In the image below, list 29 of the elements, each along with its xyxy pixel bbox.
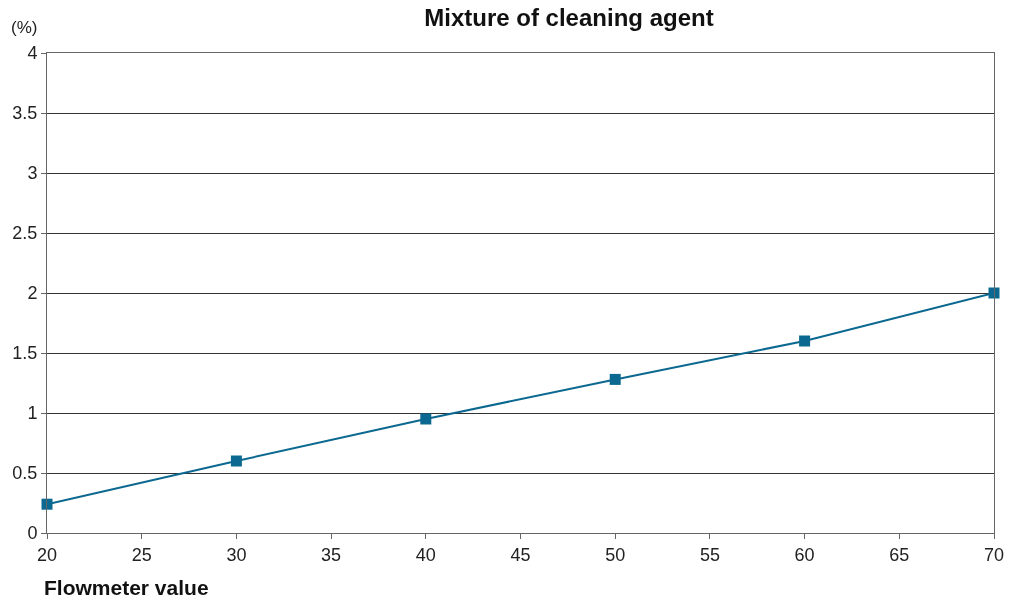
y-tick-label: 4	[27, 43, 38, 64]
chart-title: Mixture of cleaning agent	[424, 3, 714, 31]
y-axis-title: (%)	[11, 18, 38, 37]
point	[609, 373, 621, 385]
x-tick-label: 45	[510, 544, 531, 565]
y-tick-label: 3	[27, 163, 38, 184]
x-tick-label: 60	[794, 544, 815, 565]
y-tick-label: 0	[27, 523, 38, 544]
x-tick-label: 30	[226, 544, 247, 565]
y-tick-label: 0.5	[12, 463, 38, 484]
y-tick-label: 2	[27, 283, 38, 304]
y-tick-label: 1	[27, 403, 38, 424]
x-tick-label: 70	[983, 544, 1005, 565]
x-tick-label: 65	[889, 544, 910, 565]
x-tick-label: 20	[36, 544, 58, 565]
x-tick-label: 35	[321, 544, 342, 565]
x-axis-title: Flowmeter value	[44, 576, 209, 599]
x-tick-label: 50	[605, 544, 626, 565]
point	[420, 413, 432, 425]
point	[988, 287, 1000, 299]
y-tick-label: 2.5	[12, 223, 38, 244]
x-tick-label: 55	[699, 544, 720, 565]
point	[799, 335, 811, 347]
point	[230, 455, 242, 467]
x-tick-label: 25	[131, 544, 152, 565]
y-tick-label: 3.5	[12, 103, 38, 124]
x-tick-label: 40	[415, 544, 436, 565]
point	[41, 498, 53, 510]
y-tick-label: 1.5	[12, 343, 38, 364]
